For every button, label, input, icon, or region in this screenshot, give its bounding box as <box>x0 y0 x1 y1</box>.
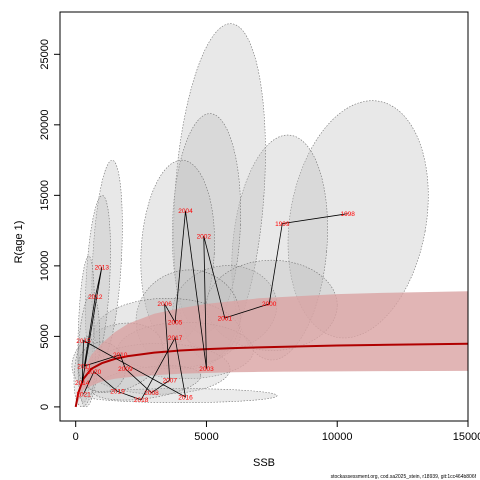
year-point-label: 2001 <box>218 315 233 322</box>
year-point-label: 2011 <box>77 363 91 370</box>
y-tick-label: 20000 <box>39 110 51 141</box>
year-point-label: 2015 <box>76 338 91 345</box>
year-point-label: 1999 <box>275 221 290 228</box>
y-tick-label: 0 <box>39 404 51 410</box>
year-point-label: 2008 <box>144 390 159 397</box>
footnote: stockassessment.org, cod.sa2025_stein, r… <box>331 474 477 480</box>
year-point-label: 1998 <box>340 211 355 218</box>
year-point-label: 2005 <box>168 320 183 327</box>
x-tick-label: 15000 <box>453 431 480 443</box>
year-point-label: 2017 <box>168 335 183 342</box>
axes: 0 5000 10000 15000 0 5000 10000 15000 20000 25000 <box>39 11 480 443</box>
y-tick-label: 15000 <box>39 180 51 211</box>
x-tick-label: 10000 <box>322 431 353 443</box>
plot-area: 1998 1999 2000 2001 2002 2003 2004 2005 2006 2007… <box>71 23 468 408</box>
plot-frame <box>59 11 469 422</box>
year-point-label: 2016 <box>178 394 193 401</box>
x-tick-label: 0 <box>73 431 79 443</box>
year-point-label: 2003 <box>199 366 214 373</box>
year-point-label: 2014 <box>75 380 90 387</box>
year-point-label: 2013 <box>95 265 110 272</box>
confidence-ellipse <box>91 159 123 358</box>
year-point-label: 2002 <box>197 234 212 241</box>
year-point-label: 2000 <box>262 301 277 308</box>
year-point-label: 2020 <box>87 369 102 376</box>
x-tick-label: 5000 <box>194 431 218 443</box>
y-tick-label: 25000 <box>39 39 51 70</box>
y-axis-title: R(age 1) <box>13 221 25 264</box>
year-point-label: 2006 <box>157 301 172 308</box>
x-axis-title: SSB <box>253 457 275 469</box>
y-tick-label: 5000 <box>39 324 51 348</box>
year-point-label: 2012 <box>88 294 103 301</box>
confidence-ellipse <box>83 388 278 403</box>
year-point-label: 2009 <box>118 366 133 373</box>
year-point-label: 2018 <box>134 397 149 404</box>
year-point-label: 2021 <box>76 392 91 399</box>
year-point-label: 2007 <box>163 377 178 384</box>
y-tick-label: 10000 <box>39 251 51 282</box>
year-trajectory-line <box>81 210 348 401</box>
year-point-label: 2004 <box>178 208 193 215</box>
year-point-label: 2019 <box>110 389 125 396</box>
confidence-ellipse <box>173 23 266 362</box>
year-point-label: 2010 <box>113 352 128 359</box>
